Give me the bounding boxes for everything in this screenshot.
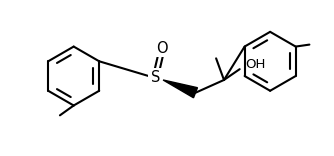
Polygon shape bbox=[163, 80, 197, 98]
Text: S: S bbox=[151, 71, 160, 85]
Text: OH: OH bbox=[245, 58, 266, 71]
Text: O: O bbox=[156, 41, 168, 56]
